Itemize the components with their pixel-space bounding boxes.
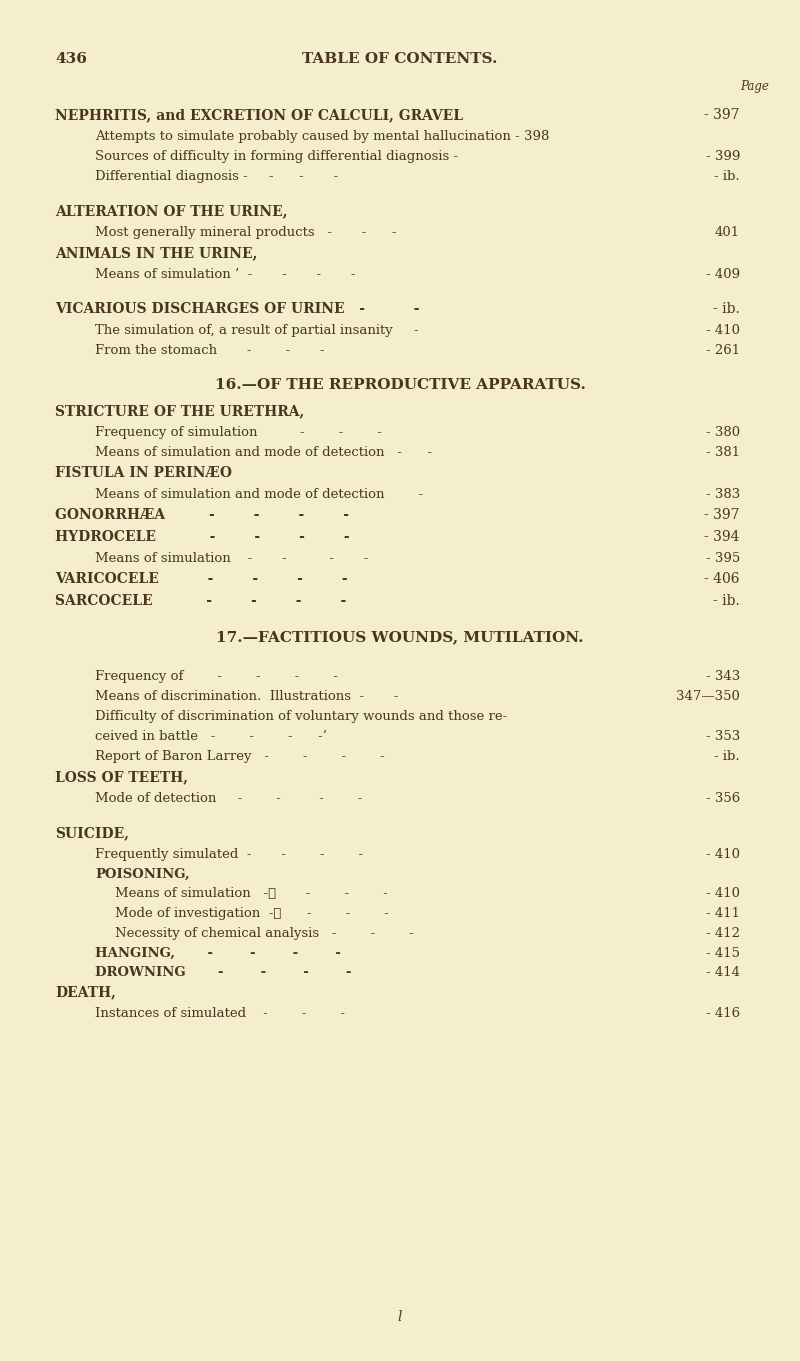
Text: Page: Page <box>740 80 769 93</box>
Text: Frequency of simulation          -        -        -: Frequency of simulation - - - <box>95 426 382 440</box>
Text: Difficulty of discrimination of voluntary wounds and those re-: Difficulty of discrimination of voluntar… <box>95 710 507 723</box>
Text: VARICOCELE          -        -        -        -: VARICOCELE - - - - <box>55 572 348 587</box>
Text: - ib.: - ib. <box>714 750 740 764</box>
Text: - 412: - 412 <box>706 927 740 940</box>
Text: - 381: - 381 <box>706 446 740 459</box>
Text: - 261: - 261 <box>706 344 740 357</box>
Text: Most generally mineral products   -       -      -: Most generally mineral products - - - <box>95 226 397 240</box>
Text: Instances of simulated    -        -        -: Instances of simulated - - - <box>95 1007 345 1019</box>
Text: - 397: - 397 <box>705 108 740 122</box>
Text: - 394: - 394 <box>705 529 740 544</box>
Text: ANIMALS IN THE URINE,: ANIMALS IN THE URINE, <box>55 246 258 260</box>
Text: - 406: - 406 <box>705 572 740 587</box>
Text: - 416: - 416 <box>706 1007 740 1019</box>
Text: Sources of difficulty in forming differential diagnosis -: Sources of difficulty in forming differe… <box>95 150 458 163</box>
Text: - 414: - 414 <box>706 966 740 979</box>
Text: Means of simulation   -‧       -        -        -: Means of simulation -‧ - - - <box>115 887 388 900</box>
Text: SUICIDE,: SUICIDE, <box>55 826 129 840</box>
Text: Mode of investigation  -‧      -        -        -: Mode of investigation -‧ - - - <box>115 906 389 920</box>
Text: NEPHRITIS, and EXCRETION OF CALCULI, GRAVEL: NEPHRITIS, and EXCRETION OF CALCULI, GRA… <box>55 108 463 122</box>
Text: - 383: - 383 <box>706 489 740 501</box>
Text: HANGING,       -        -        -        -: HANGING, - - - - <box>95 947 341 960</box>
Text: The simulation of, a result of partial insanity     -: The simulation of, a result of partial i… <box>95 324 418 338</box>
Text: Frequently simulated  -       -        -        -: Frequently simulated - - - - <box>95 848 363 862</box>
Text: - ib.: - ib. <box>714 302 740 316</box>
Text: ALTERATION OF THE URINE,: ALTERATION OF THE URINE, <box>55 204 287 218</box>
Text: FISTULA IN PERINÆO: FISTULA IN PERINÆO <box>55 465 232 480</box>
Text: - 410: - 410 <box>706 848 740 862</box>
Text: - 395: - 395 <box>706 553 740 565</box>
Text: Necessity of chemical analysis   -        -        -: Necessity of chemical analysis - - - <box>115 927 414 940</box>
Text: POISONING,: POISONING, <box>95 868 190 881</box>
Text: 16.—OF THE REPRODUCTIVE APPARATUS.: 16.—OF THE REPRODUCTIVE APPARATUS. <box>214 378 586 392</box>
Text: TABLE OF CONTENTS.: TABLE OF CONTENTS. <box>302 52 498 65</box>
Text: - 410: - 410 <box>706 887 740 900</box>
Text: STRICTURE OF THE URETHRA,: STRICTURE OF THE URETHRA, <box>55 404 304 418</box>
Text: - 343: - 343 <box>706 670 740 683</box>
Text: Differential diagnosis -     -      -       -: Differential diagnosis - - - - <box>95 170 338 182</box>
Text: GONORRHÆA         -        -        -        -: GONORRHÆA - - - - <box>55 508 349 523</box>
Text: - 411: - 411 <box>706 906 740 920</box>
Text: ceived in battle   -        -        -      -’: ceived in battle - - - -’ <box>95 729 327 743</box>
Text: Attempts to simulate probably caused by mental hallucination - 398: Attempts to simulate probably caused by … <box>95 131 550 143</box>
Text: - 356: - 356 <box>706 792 740 804</box>
Text: - ib.: - ib. <box>714 593 740 608</box>
Text: - 410: - 410 <box>706 324 740 338</box>
Text: - 353: - 353 <box>706 729 740 743</box>
Text: LOSS OF TEETH,: LOSS OF TEETH, <box>55 770 188 784</box>
Text: Report of Baron Larrey   -        -        -        -: Report of Baron Larrey - - - - <box>95 750 385 764</box>
Text: From the stomach       -        -       -: From the stomach - - - <box>95 344 325 357</box>
Text: Means of simulation    -       -          -       -: Means of simulation - - - - <box>95 553 368 565</box>
Text: HYDROCELE           -        -        -        -: HYDROCELE - - - - <box>55 529 350 544</box>
Text: Mode of detection     -        -         -        -: Mode of detection - - - - <box>95 792 362 804</box>
Text: SARCOCELE           -        -        -        -: SARCOCELE - - - - <box>55 593 346 608</box>
Text: DROWNING       -        -        -        -: DROWNING - - - - <box>95 966 351 979</box>
Text: 347—350: 347—350 <box>676 690 740 704</box>
Text: 401: 401 <box>715 226 740 240</box>
Text: Means of simulation and mode of detection   -      -: Means of simulation and mode of detectio… <box>95 446 432 459</box>
Text: - 415: - 415 <box>706 947 740 960</box>
Text: 17.—FACTITIOUS WOUNDS, MUTILATION.: 17.—FACTITIOUS WOUNDS, MUTILATION. <box>216 630 584 644</box>
Text: - ib.: - ib. <box>714 170 740 182</box>
Text: - 409: - 409 <box>706 268 740 280</box>
Text: VICARIOUS DISCHARGES OF URINE   -          -: VICARIOUS DISCHARGES OF URINE - - <box>55 302 419 316</box>
Text: DEATH,: DEATH, <box>55 985 116 999</box>
Text: - 380: - 380 <box>706 426 740 440</box>
Text: Means of discrimination.  Illustrations  -       -: Means of discrimination. Illustrations -… <box>95 690 398 704</box>
Text: l: l <box>398 1311 402 1324</box>
Text: Means of simulation and mode of detection        -: Means of simulation and mode of detectio… <box>95 489 423 501</box>
Text: Frequency of        -        -        -        -: Frequency of - - - - <box>95 670 338 683</box>
Text: - 399: - 399 <box>706 150 740 163</box>
Text: - 397: - 397 <box>705 508 740 523</box>
Text: 436: 436 <box>55 52 87 65</box>
Text: Means of simulation ’  -       -       -       -: Means of simulation ’ - - - - <box>95 268 355 280</box>
